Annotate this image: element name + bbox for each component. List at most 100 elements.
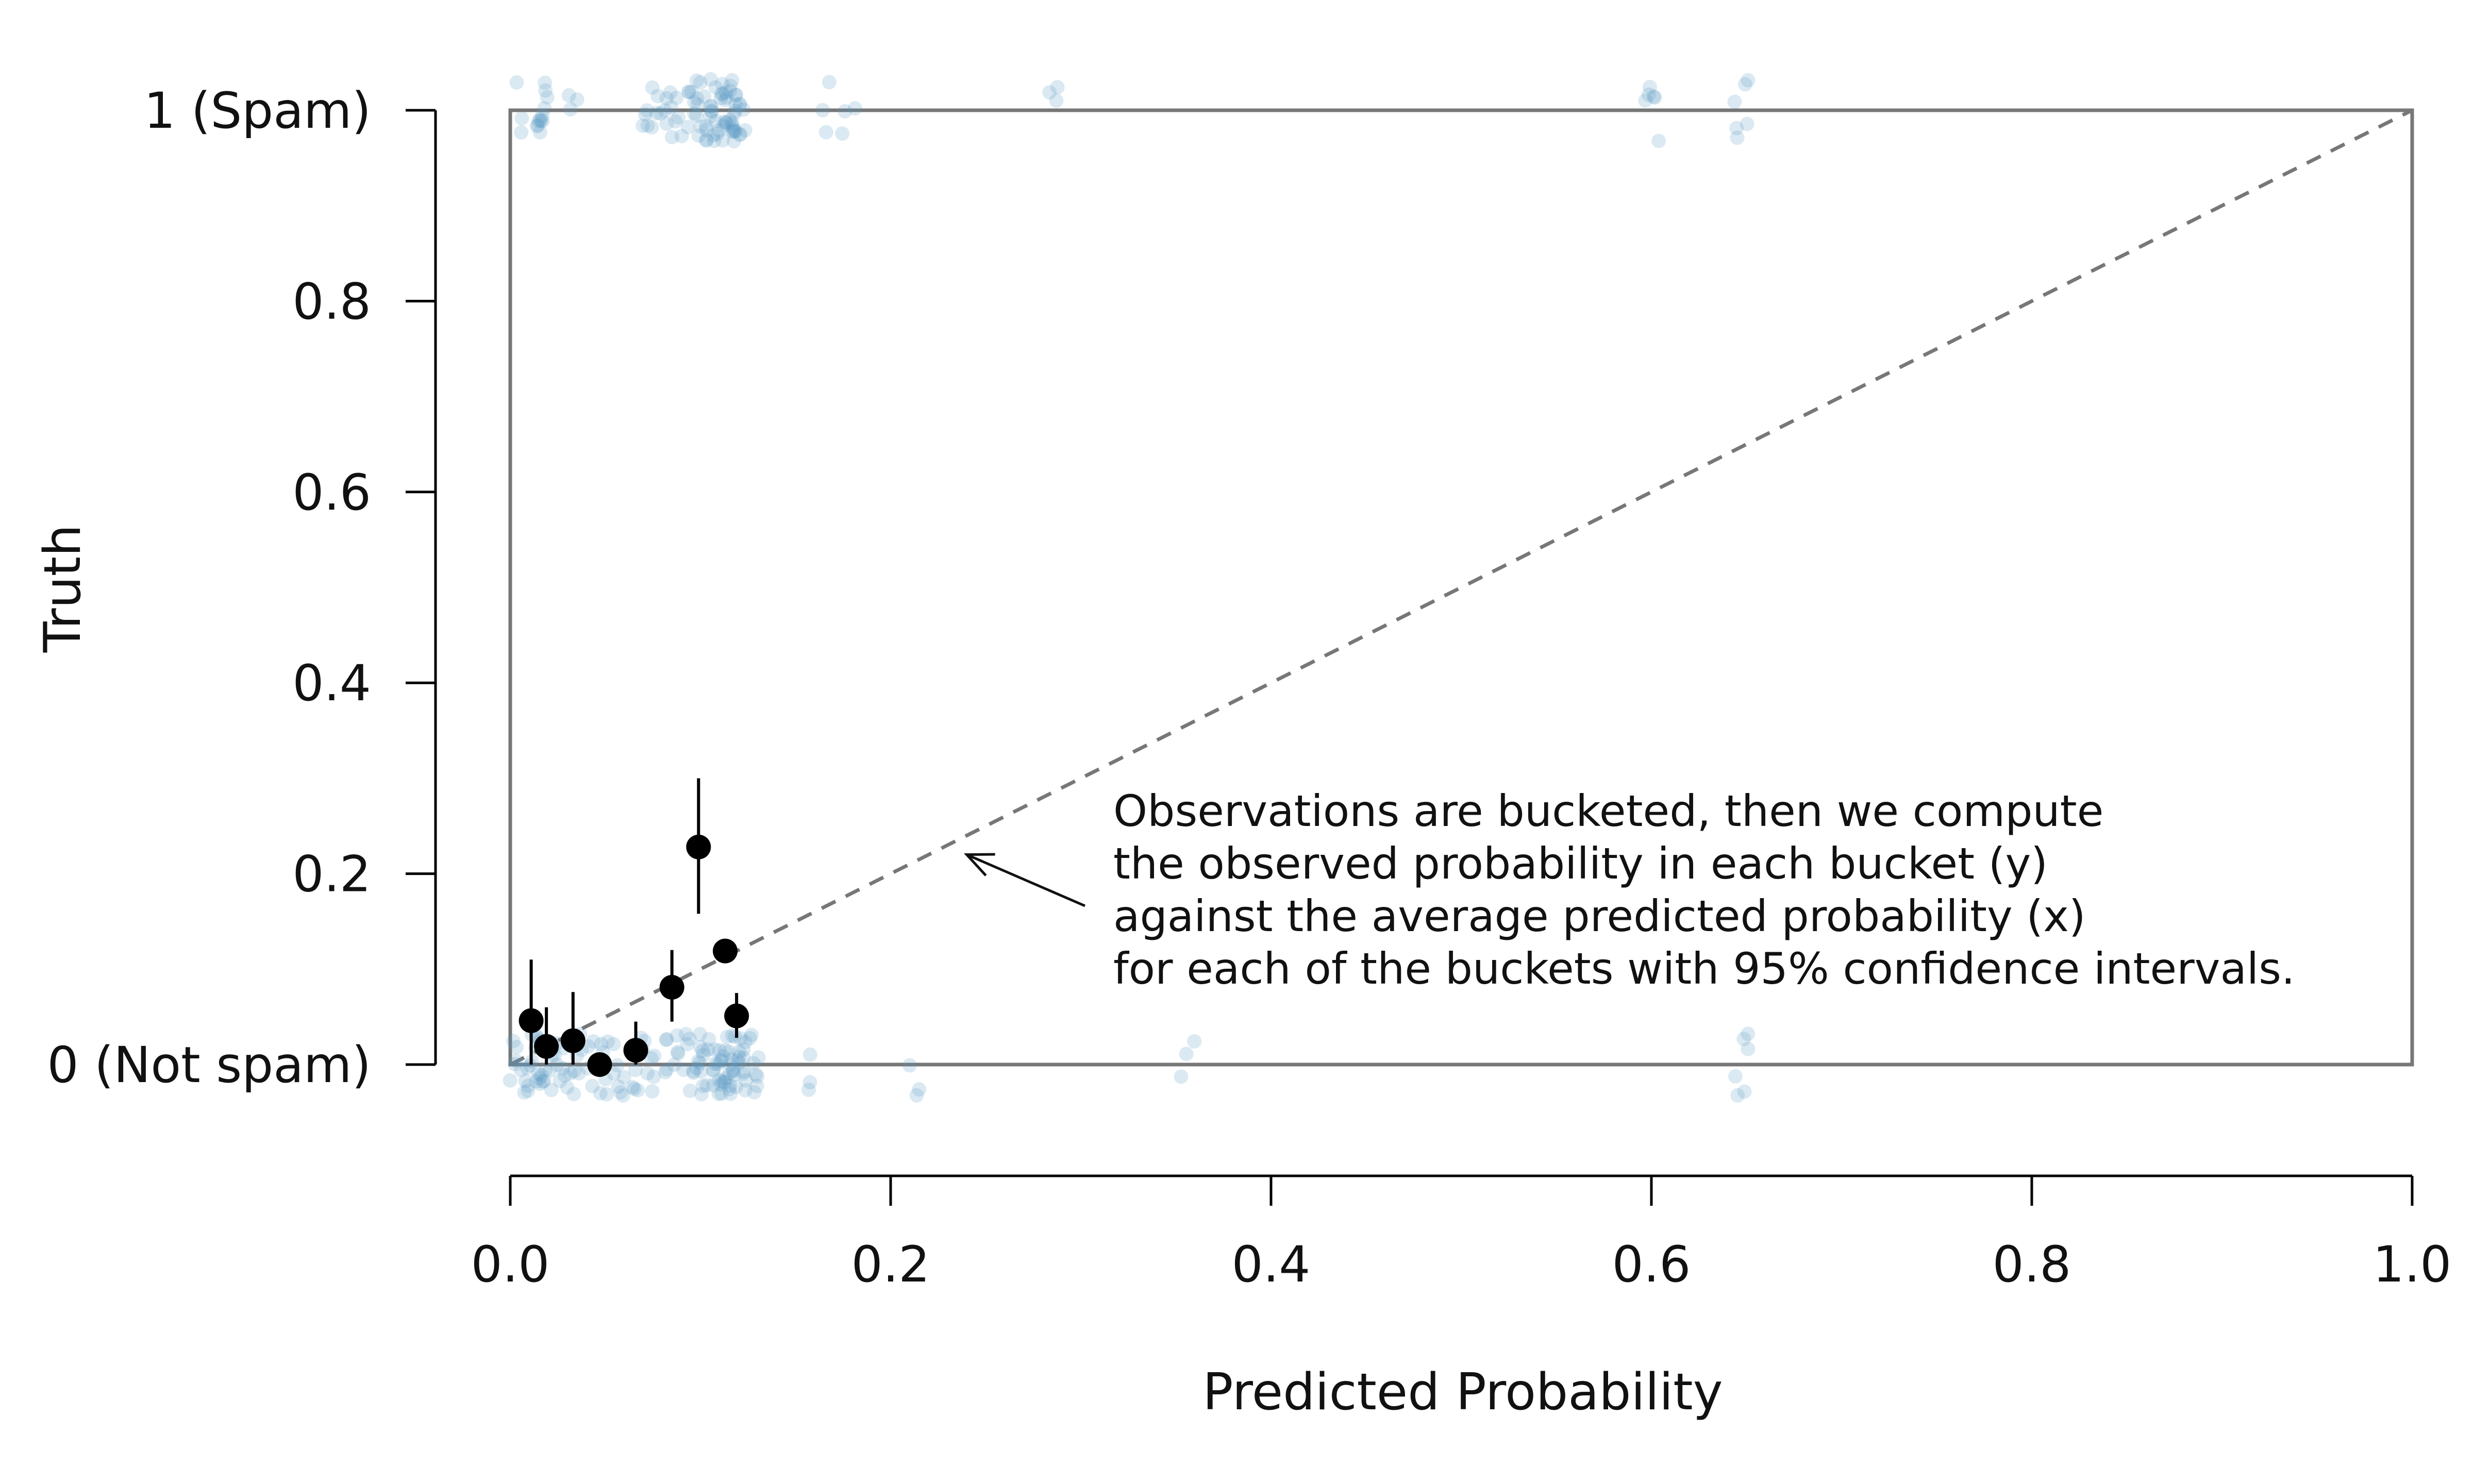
observation-point-spam xyxy=(715,77,730,92)
x-tick-label: 0.8 xyxy=(1993,1236,2071,1293)
observation-point-not-spam xyxy=(644,1051,659,1066)
observation-point-spam xyxy=(636,118,650,133)
observation-point-not-spam xyxy=(628,1063,643,1077)
observation-point-not-spam xyxy=(692,1055,707,1070)
observation-point-not-spam xyxy=(722,1066,737,1081)
observation-point-not-spam xyxy=(711,1086,726,1101)
observation-point-not-spam xyxy=(659,1032,674,1047)
observation-point-not-spam xyxy=(686,1064,701,1079)
observation-point-spam xyxy=(714,87,729,102)
observation-point-spam xyxy=(681,85,696,99)
observation-point-spam xyxy=(535,108,550,123)
observation-point-not-spam xyxy=(640,1066,655,1081)
annotation-line: Observations are bucketed, then we compu… xyxy=(1113,786,2103,836)
observation-point-not-spam xyxy=(521,1078,536,1093)
observation-point-not-spam xyxy=(694,1064,709,1079)
observation-point-spam xyxy=(1638,93,1653,108)
observation-point-spam xyxy=(732,96,747,111)
observation-point-not-spam xyxy=(718,1071,733,1086)
observation-point-spam xyxy=(713,91,728,106)
plot-frame xyxy=(508,108,2414,1067)
observation-point-spam xyxy=(538,83,553,98)
observation-point-not-spam xyxy=(722,1044,737,1059)
observation-point-not-spam xyxy=(727,1030,742,1044)
observation-point-not-spam xyxy=(508,1053,523,1068)
observation-point-not-spam xyxy=(722,1082,737,1097)
observation-point-spam xyxy=(664,130,679,145)
observation-point-not-spam xyxy=(696,1048,711,1063)
observation-point-spam xyxy=(724,115,739,130)
observation-point-not-spam xyxy=(695,1078,710,1093)
observation-point-spam xyxy=(663,100,678,115)
observation-point-spam xyxy=(703,72,718,87)
observation-point-not-spam xyxy=(706,1062,721,1077)
observation-point-not-spam xyxy=(714,1086,729,1101)
observation-point-not-spam xyxy=(506,1034,521,1049)
observation-point-not-spam xyxy=(521,1083,536,1098)
observation-point-not-spam xyxy=(593,1086,608,1101)
observation-point-spam xyxy=(680,120,695,134)
observation-point-not-spam xyxy=(739,1073,754,1088)
observation-point-spam xyxy=(726,133,741,148)
observation-point-spam xyxy=(514,111,529,126)
observation-point-spam xyxy=(693,75,708,90)
observation-point-spam xyxy=(533,113,548,128)
observation-point-not-spam xyxy=(566,1087,581,1102)
observation-point-spam xyxy=(728,88,743,103)
observation-point-spam xyxy=(725,73,740,88)
observation-point-not-spam xyxy=(667,1057,682,1072)
observation-point-not-spam xyxy=(613,1085,628,1100)
observation-point-spam xyxy=(725,119,740,133)
observation-point-spam xyxy=(653,106,668,121)
observation-point-spam xyxy=(723,83,738,98)
observation-point-not-spam xyxy=(723,1078,738,1093)
observation-point-not-spam xyxy=(1174,1069,1189,1084)
observation-point-spam xyxy=(698,119,713,133)
observation-point-spam xyxy=(1740,116,1754,131)
observation-point-spam xyxy=(1730,130,1745,145)
observation-point-spam xyxy=(818,125,833,140)
observation-point-not-spam xyxy=(731,1055,746,1070)
observation-point-spam xyxy=(699,133,714,148)
observation-point-spam xyxy=(1647,90,1662,105)
observation-point-spam xyxy=(738,123,753,138)
observation-point-spam xyxy=(699,123,714,138)
observation-point-not-spam xyxy=(659,1062,674,1077)
observation-point-not-spam xyxy=(606,1037,621,1052)
y-tick-label: 0.4 xyxy=(292,654,371,712)
y-axis-title: Truth xyxy=(34,525,92,653)
observation-point-not-spam xyxy=(630,1083,645,1098)
observation-point-not-spam xyxy=(731,1044,746,1059)
observation-point-spam xyxy=(1642,79,1657,94)
observation-point-not-spam xyxy=(531,1067,546,1082)
observation-point-spam xyxy=(719,90,734,105)
x-tick-label: 0.4 xyxy=(1232,1236,1311,1293)
observation-point-not-spam xyxy=(555,1061,570,1076)
observation-point-spam xyxy=(1737,77,1752,92)
observation-point-spam xyxy=(570,92,584,107)
observation-point-not-spam xyxy=(599,1087,614,1102)
observation-point-spam xyxy=(640,103,655,118)
observation-point-spam xyxy=(682,85,697,99)
observation-point-spam xyxy=(1646,89,1661,104)
x-tick-label: 0.2 xyxy=(851,1236,930,1293)
observation-point-not-spam xyxy=(726,1063,741,1077)
observation-point-spam xyxy=(540,90,555,105)
observation-point-spam xyxy=(815,103,830,117)
observation-point-spam xyxy=(710,126,725,141)
observation-point-not-spam xyxy=(700,1042,715,1057)
observation-point-not-spam xyxy=(706,1078,721,1093)
observation-point-not-spam xyxy=(532,1076,547,1091)
observation-point-spam xyxy=(715,86,730,101)
observation-point-not-spam xyxy=(676,1063,691,1077)
observation-point-spam xyxy=(1641,87,1656,102)
observation-point-not-spam xyxy=(536,1074,550,1089)
observation-point-spam xyxy=(1651,133,1666,148)
observation-point-spam xyxy=(640,118,655,133)
observation-point-not-spam xyxy=(744,1027,759,1042)
observation-point-spam xyxy=(838,104,852,119)
observation-point-not-spam xyxy=(611,1079,626,1094)
observation-point-spam xyxy=(717,114,732,129)
observation-point-spam xyxy=(659,91,674,106)
